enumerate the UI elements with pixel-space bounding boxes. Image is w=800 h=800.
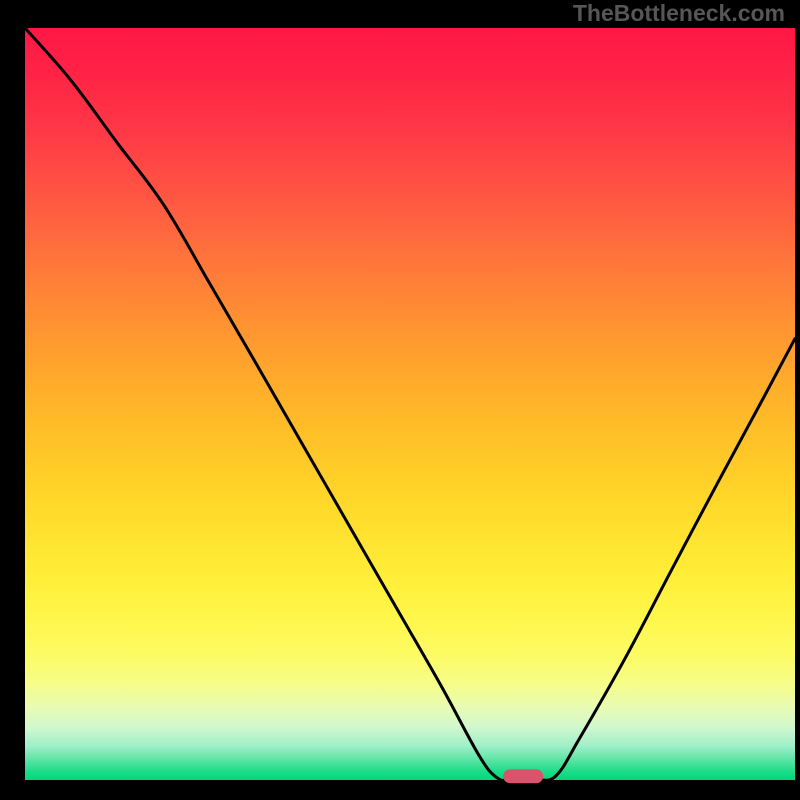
gradient-plot-area xyxy=(25,28,795,780)
optimal-marker xyxy=(503,769,543,783)
watermark-text: TheBottleneck.com xyxy=(573,0,785,27)
bottleneck-chart xyxy=(0,0,800,800)
